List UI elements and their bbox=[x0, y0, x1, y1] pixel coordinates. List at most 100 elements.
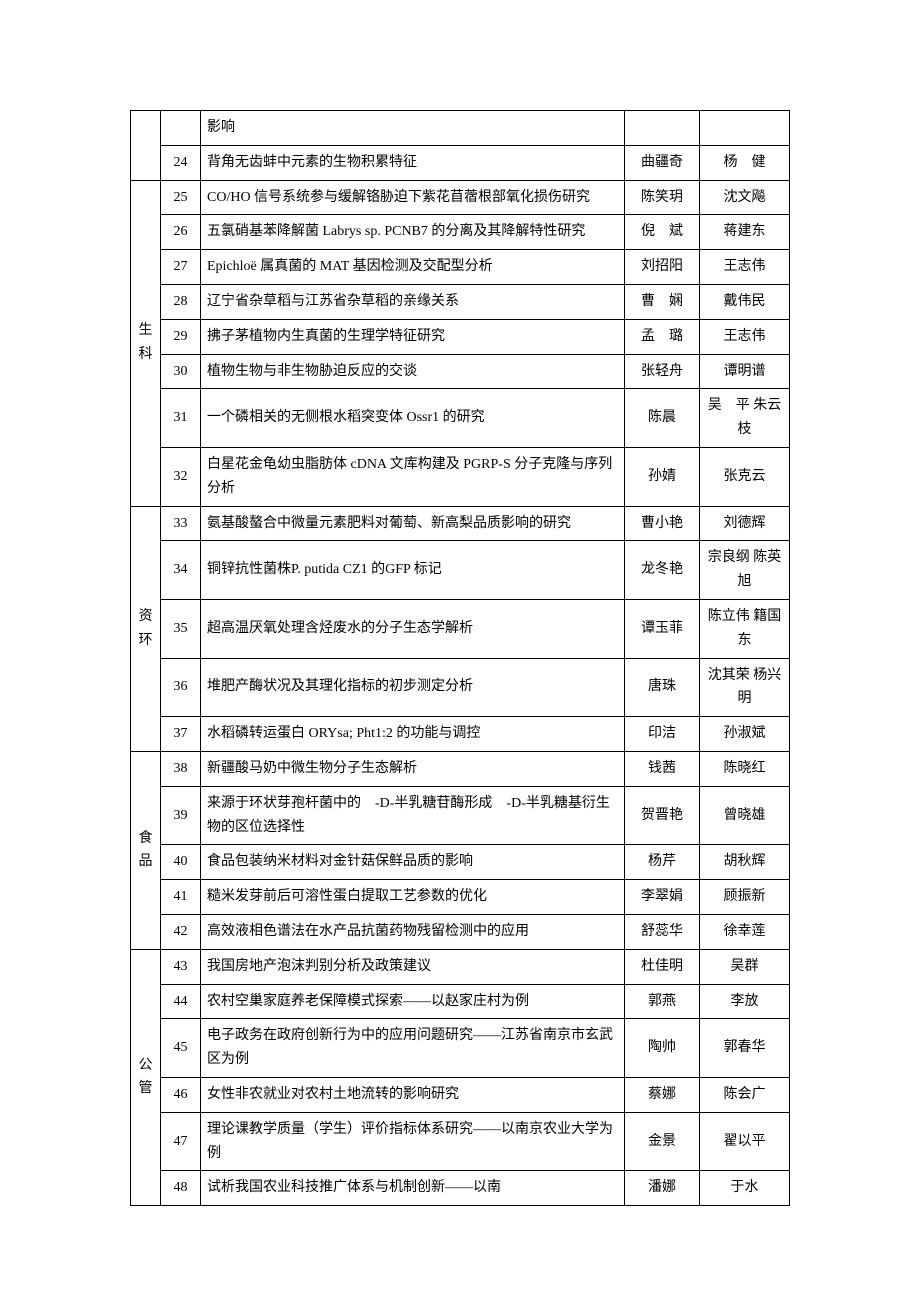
table-row: 29拂子茅植物内生真菌的生理学特征研究孟 璐王志伟 bbox=[131, 319, 790, 354]
cell: 金景 bbox=[625, 1112, 700, 1171]
cell: 影响 bbox=[201, 111, 625, 146]
cell: 陈晨 bbox=[625, 389, 700, 448]
cell: 曲疆奇 bbox=[625, 145, 700, 180]
cell: 32 bbox=[161, 447, 201, 506]
cell: 陈笑玥 bbox=[625, 180, 700, 215]
cell: 铜锌抗性菌株P. putida CZ1 的GFP 标记 bbox=[201, 541, 625, 600]
cell: 44 bbox=[161, 984, 201, 1019]
table-row: 45电子政务在政府创新行为中的应用问题研究——江苏省南京市玄武区为例陶帅郭春华 bbox=[131, 1019, 790, 1078]
cell: 吴群 bbox=[700, 949, 790, 984]
cell: 40 bbox=[161, 845, 201, 880]
cell: 王志伟 bbox=[700, 319, 790, 354]
cell bbox=[161, 111, 201, 146]
cell: 堆肥产酶状况及其理化指标的初步测定分析 bbox=[201, 658, 625, 717]
table-row: 资环33氨基酸螯合中微量元素肥料对葡萄、新高梨品质影响的研究曹小艳刘德辉 bbox=[131, 506, 790, 541]
table-row: 47理论课教学质量（学生）评价指标体系研究——以南京农业大学为例金景翟以平 bbox=[131, 1112, 790, 1171]
cell: 试析我国农业科技推广体系与机制创新——以南 bbox=[201, 1171, 625, 1206]
table-row: 41糙米发芽前后可溶性蛋白提取工艺参数的优化李翠娟顾振新 bbox=[131, 880, 790, 915]
cell: 孙淑斌 bbox=[700, 717, 790, 752]
cell: 吴 平 朱云枝 bbox=[700, 389, 790, 448]
cell: 张轻舟 bbox=[625, 354, 700, 389]
table-row: 36堆肥产酶状况及其理化指标的初步测定分析唐珠沈其荣 杨兴明 bbox=[131, 658, 790, 717]
table-row: 24背角无齿蚌中元素的生物积累特征曲疆奇杨 健 bbox=[131, 145, 790, 180]
cell: 新疆酸马奶中微生物分子生态解析 bbox=[201, 751, 625, 786]
cell: 谭玉菲 bbox=[625, 599, 700, 658]
cell: 印洁 bbox=[625, 717, 700, 752]
cell: 杨芹 bbox=[625, 845, 700, 880]
cell: 来源于环状芽孢杆菌中的 -D-半乳糖苷酶形成 -D-半乳糖基衍生物的区位选择性 bbox=[201, 786, 625, 845]
table-row: 37水稻磷转运蛋白 ORYsa; Pht1:2 的功能与调控印洁孙淑斌 bbox=[131, 717, 790, 752]
cell: 胡秋辉 bbox=[700, 845, 790, 880]
table-row: 34铜锌抗性菌株P. putida CZ1 的GFP 标记龙冬艳宗良纲 陈英旭 bbox=[131, 541, 790, 600]
cell: 翟以平 bbox=[700, 1112, 790, 1171]
cell: 水稻磷转运蛋白 ORYsa; Pht1:2 的功能与调控 bbox=[201, 717, 625, 752]
table-row: 46女性非农就业对农村土地流转的影响研究蔡娜陈会广 bbox=[131, 1077, 790, 1112]
cell: 38 bbox=[161, 751, 201, 786]
cell: 高效液相色谱法在水产品抗菌药物残留检测中的应用 bbox=[201, 914, 625, 949]
table-row: 39来源于环状芽孢杆菌中的 -D-半乳糖苷酶形成 -D-半乳糖基衍生物的区位选择… bbox=[131, 786, 790, 845]
table-row: 食品38新疆酸马奶中微生物分子生态解析钱茜陈晓红 bbox=[131, 751, 790, 786]
cell: 39 bbox=[161, 786, 201, 845]
category-cell bbox=[131, 111, 161, 181]
cell: 孙婧 bbox=[625, 447, 700, 506]
table-row: 32白星花金龟幼虫脂肪体 cDNA 文库构建及 PGRP-S 分子克隆与序列分析… bbox=[131, 447, 790, 506]
cell: 37 bbox=[161, 717, 201, 752]
cell: 王志伟 bbox=[700, 250, 790, 285]
cell: 舒蕊华 bbox=[625, 914, 700, 949]
cell: 于水 bbox=[700, 1171, 790, 1206]
cell: 28 bbox=[161, 284, 201, 319]
cell: 拂子茅植物内生真菌的生理学特征研究 bbox=[201, 319, 625, 354]
cell: 一个磷相关的无侧根水稻突变体 Ossr1 的研究 bbox=[201, 389, 625, 448]
cell: 35 bbox=[161, 599, 201, 658]
cell: 背角无齿蚌中元素的生物积累特征 bbox=[201, 145, 625, 180]
cell: 29 bbox=[161, 319, 201, 354]
cell: 李放 bbox=[700, 984, 790, 1019]
cell bbox=[625, 111, 700, 146]
cell: 刘招阳 bbox=[625, 250, 700, 285]
cell: 33 bbox=[161, 506, 201, 541]
cell: 杜佳明 bbox=[625, 949, 700, 984]
cell: 47 bbox=[161, 1112, 201, 1171]
cell: 30 bbox=[161, 354, 201, 389]
cell: 陈晓红 bbox=[700, 751, 790, 786]
cell: 杨 健 bbox=[700, 145, 790, 180]
cell: 唐珠 bbox=[625, 658, 700, 717]
cell: 顾振新 bbox=[700, 880, 790, 915]
cell: 45 bbox=[161, 1019, 201, 1078]
cell: 郭燕 bbox=[625, 984, 700, 1019]
cell: 曹小艳 bbox=[625, 506, 700, 541]
cell: 陈立伟 籍国东 bbox=[700, 599, 790, 658]
cell: Epichloë 属真菌的 MAT 基因检测及交配型分析 bbox=[201, 250, 625, 285]
cell: CO/HO 信号系统参与缓解铬胁迫下紫花苜蓿根部氧化损伤研究 bbox=[201, 180, 625, 215]
cell: 沈文飚 bbox=[700, 180, 790, 215]
cell: 郭春华 bbox=[700, 1019, 790, 1078]
table-row: 生科25CO/HO 信号系统参与缓解铬胁迫下紫花苜蓿根部氧化损伤研究陈笑玥沈文飚 bbox=[131, 180, 790, 215]
table-row: 27Epichloë 属真菌的 MAT 基因检测及交配型分析刘招阳王志伟 bbox=[131, 250, 790, 285]
table-row: 28辽宁省杂草稻与江苏省杂草稻的亲缘关系曹 娴戴伟民 bbox=[131, 284, 790, 319]
cell: 植物生物与非生物胁迫反应的交谈 bbox=[201, 354, 625, 389]
cell: 43 bbox=[161, 949, 201, 984]
cell: 氨基酸螯合中微量元素肥料对葡萄、新高梨品质影响的研究 bbox=[201, 506, 625, 541]
data-table: 影响24背角无齿蚌中元素的生物积累特征曲疆奇杨 健生科25CO/HO 信号系统参… bbox=[130, 110, 790, 1206]
table-row: 42高效液相色谱法在水产品抗菌药物残留检测中的应用舒蕊华徐幸莲 bbox=[131, 914, 790, 949]
table-row: 40食品包装纳米材料对金针菇保鲜品质的影响杨芹胡秋辉 bbox=[131, 845, 790, 880]
cell: 宗良纲 陈英旭 bbox=[700, 541, 790, 600]
cell: 徐幸莲 bbox=[700, 914, 790, 949]
cell: 张克云 bbox=[700, 447, 790, 506]
cell: 食品包装纳米材料对金针菇保鲜品质的影响 bbox=[201, 845, 625, 880]
cell: 白星花金龟幼虫脂肪体 cDNA 文库构建及 PGRP-S 分子克隆与序列分析 bbox=[201, 447, 625, 506]
cell: 谭明谱 bbox=[700, 354, 790, 389]
cell: 曾晓雄 bbox=[700, 786, 790, 845]
table-row: 30植物生物与非生物胁迫反应的交谈张轻舟谭明谱 bbox=[131, 354, 790, 389]
cell: 女性非农就业对农村土地流转的影响研究 bbox=[201, 1077, 625, 1112]
table-row: 35超高温厌氧处理含烃废水的分子生态学解析谭玉菲陈立伟 籍国东 bbox=[131, 599, 790, 658]
cell: 倪 斌 bbox=[625, 215, 700, 250]
category-cell: 公管 bbox=[131, 949, 161, 1205]
cell: 辽宁省杂草稻与江苏省杂草稻的亲缘关系 bbox=[201, 284, 625, 319]
cell: 蒋建东 bbox=[700, 215, 790, 250]
cell: 46 bbox=[161, 1077, 201, 1112]
cell: 理论课教学质量（学生）评价指标体系研究——以南京农业大学为例 bbox=[201, 1112, 625, 1171]
cell: 31 bbox=[161, 389, 201, 448]
category-cell: 生科 bbox=[131, 180, 161, 506]
cell: 龙冬艳 bbox=[625, 541, 700, 600]
